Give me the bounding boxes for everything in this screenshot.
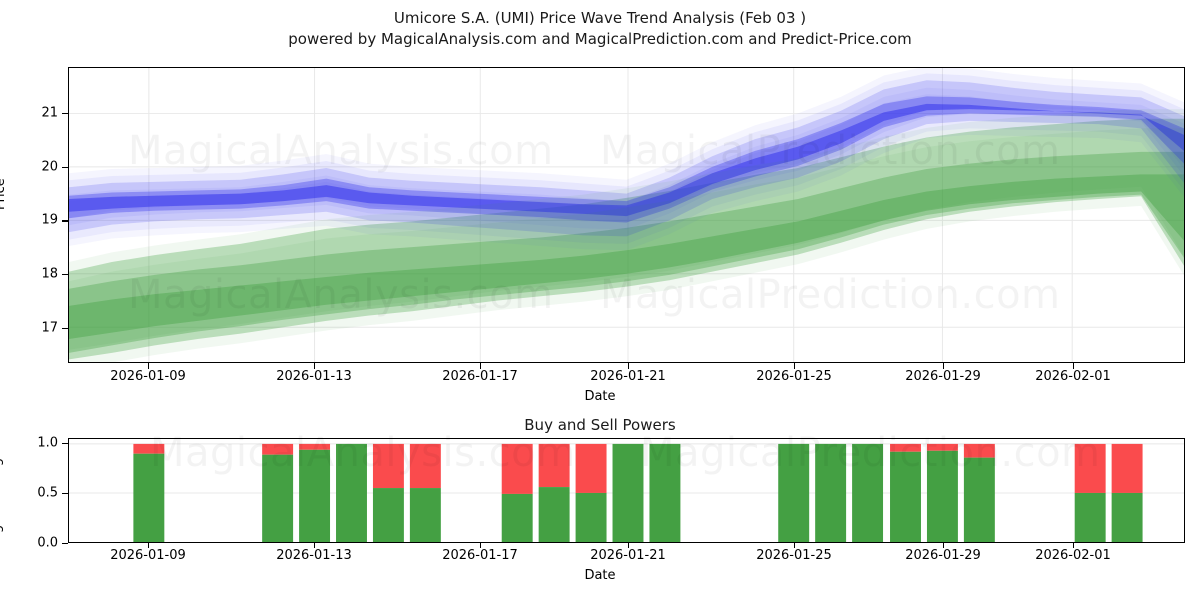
price-y-tick: 17 — [41, 320, 58, 336]
price-x-tick-mark — [480, 363, 482, 369]
signal-x-tick-mark — [628, 543, 630, 548]
signal-x-tick: 2026-01-13 — [276, 548, 352, 563]
signal-x-tick: 2026-01-25 — [756, 548, 832, 563]
signal-x-tick: 2026-02-01 — [1035, 548, 1111, 563]
price-x-tick: 2026-01-17 — [442, 369, 518, 384]
price-y-tick: 18 — [41, 266, 58, 282]
page-subtitle: powered by MagicalAnalysis.com and Magic… — [288, 30, 912, 48]
signal-x-tick: 2026-01-09 — [110, 548, 186, 563]
price-x-axis-title: Date — [584, 389, 616, 404]
price-x-tick-mark — [148, 363, 150, 369]
signal-x-tick-mark — [480, 543, 482, 548]
page-title: Umicore S.A. (UMI) Price Wave Trend Anal… — [393, 9, 807, 27]
chart-title-block: Umicore S.A. (UMI) Price Wave Trend Anal… — [0, 8, 1200, 50]
signal-x-tick: 2026-01-21 — [590, 548, 666, 563]
price-x-tick-mark — [1073, 363, 1075, 369]
signal-y-tick: 1.0 — [37, 435, 58, 451]
price-x-tick: 2026-02-01 — [1035, 369, 1111, 384]
price-y-tick: 20 — [41, 159, 58, 175]
signal-y-tick-mark — [62, 443, 68, 445]
signal-chart-plot-area — [68, 438, 1185, 543]
price-x-tick-mark — [794, 363, 796, 369]
price-y-tick: 21 — [41, 105, 58, 121]
price-y-tick-mark — [62, 166, 68, 168]
price-y-tick: 19 — [41, 212, 58, 228]
price-x-tick: 2026-01-29 — [905, 369, 981, 384]
signal-x-tick-mark — [314, 543, 316, 548]
signal-x-tick-mark — [1073, 543, 1075, 548]
price-x-tick: 2026-01-21 — [590, 369, 666, 384]
signal-y-tick-mark — [62, 493, 68, 495]
price-y-tick-mark — [62, 274, 68, 276]
price-y-tick-mark — [62, 112, 68, 115]
signal-y-tick-mark — [62, 543, 68, 545]
signal-x-tick-mark — [794, 543, 796, 548]
signal-x-tick: 2026-01-29 — [905, 548, 981, 563]
buy-sell-bars-svg — [69, 443, 1184, 542]
signal-x-tick-mark — [943, 543, 945, 548]
price-y-tick-mark — [62, 328, 68, 330]
price-chart-plot-area — [68, 67, 1185, 363]
price-x-tick-mark — [943, 363, 945, 369]
price-x-tick: 2026-01-13 — [276, 369, 352, 384]
signal-x-axis-title: Date — [584, 568, 616, 583]
price-x-tick-mark — [314, 363, 316, 369]
price-x-tick: 2026-01-09 — [110, 369, 186, 384]
price-y-axis-title: Price — [0, 178, 8, 210]
price-y-tick-mark — [62, 220, 68, 222]
signal-chart-title: Buy and Sell Powers — [524, 416, 676, 434]
price-wave-svg — [69, 68, 1184, 362]
price-x-tick: 2026-01-25 — [756, 369, 832, 384]
signal-y-tick: 0.5 — [37, 485, 58, 501]
signal-y-tick: 0.0 — [37, 535, 58, 551]
signal-x-tick-mark — [148, 543, 150, 548]
signal-x-tick: 2026-01-17 — [442, 548, 518, 563]
price-x-tick-mark — [628, 363, 630, 369]
